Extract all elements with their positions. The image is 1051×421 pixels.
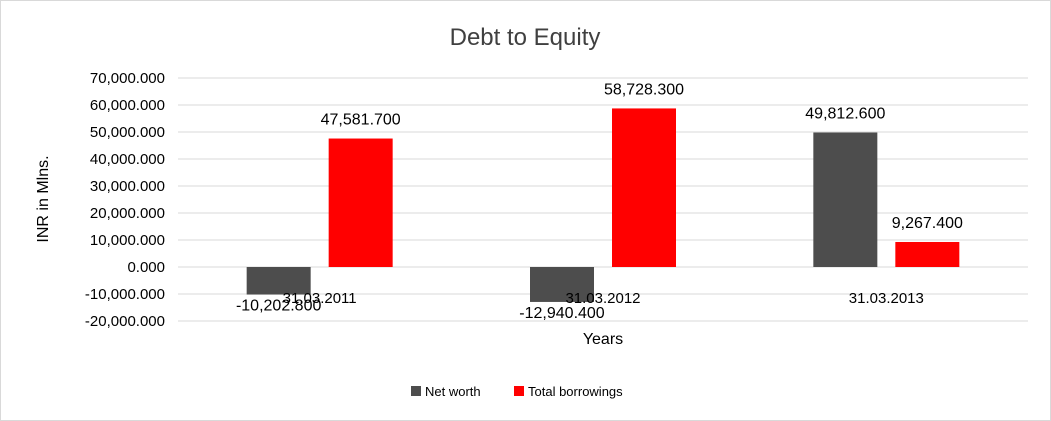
y-tick-label: 10,000.000 bbox=[90, 232, 165, 249]
data-label: 58,728.300 bbox=[604, 81, 684, 98]
category-label: 31.03.2011 bbox=[283, 290, 357, 307]
legend-swatch bbox=[514, 386, 524, 396]
gridlines bbox=[178, 77, 1028, 322]
labels: 70,000.000 60,000.000 50,000.000 40,000.000… bbox=[85, 70, 963, 330]
y-tick-label: 30,000.000 bbox=[90, 178, 165, 195]
legend-swatch bbox=[411, 386, 421, 396]
y-tick-label: 70,000.000 bbox=[90, 70, 165, 87]
y-tick-label: -20,000.000 bbox=[85, 313, 165, 330]
data-label: -12,940.400 bbox=[519, 305, 605, 322]
chart-title: Debt to Equity bbox=[450, 24, 601, 51]
legend-label: Net worth bbox=[425, 384, 481, 399]
y-tick-label: -10,000.000 bbox=[85, 286, 165, 303]
legend-label: Total borrowings bbox=[528, 384, 623, 399]
data-label: -10,202.800 bbox=[236, 298, 322, 315]
bar-net-worth-2 bbox=[813, 132, 878, 267]
y-tick-label: 0.000 bbox=[127, 259, 165, 276]
y-tick-label: 40,000.000 bbox=[90, 151, 165, 168]
category-label: 31.03.2012 bbox=[565, 290, 640, 307]
bar-net-worth-0 bbox=[246, 267, 311, 295]
data-label: 9,267.400 bbox=[892, 215, 963, 232]
data-label: 49,812.600 bbox=[805, 106, 885, 123]
data-label: 47,581.700 bbox=[321, 112, 401, 129]
y-tick-label: 50,000.000 bbox=[90, 124, 165, 141]
category-label: 31.03.2013 bbox=[849, 290, 924, 307]
y-axis-title: INR in Mlns. bbox=[35, 155, 52, 242]
bar-total-borrowings-1 bbox=[612, 108, 676, 267]
legend: Net worth Total borrowings bbox=[411, 384, 623, 399]
x-axis-title: Years bbox=[583, 331, 623, 348]
y-tick-label: 60,000.000 bbox=[90, 97, 165, 114]
bar-net-worth-1 bbox=[530, 267, 594, 302]
y-tick-label: 20,000.000 bbox=[90, 205, 165, 222]
bar-total-borrowings-2 bbox=[895, 241, 960, 267]
bars bbox=[246, 108, 960, 302]
bar-total-borrowings-0 bbox=[328, 138, 393, 267]
